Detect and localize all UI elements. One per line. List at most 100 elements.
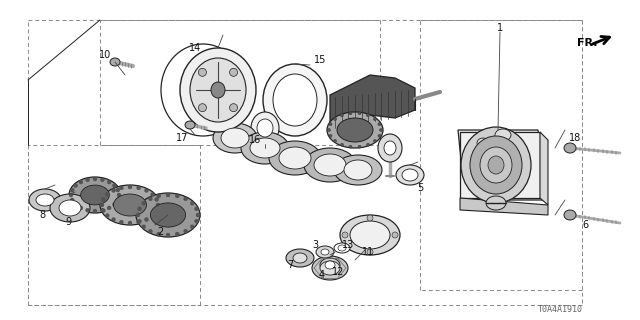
Ellipse shape <box>150 203 186 227</box>
Ellipse shape <box>241 132 289 164</box>
Ellipse shape <box>344 160 372 180</box>
Circle shape <box>116 198 120 202</box>
Ellipse shape <box>321 249 329 255</box>
Text: 1: 1 <box>497 23 503 33</box>
Ellipse shape <box>110 58 120 66</box>
Text: 10: 10 <box>99 50 111 60</box>
Ellipse shape <box>50 194 90 222</box>
Circle shape <box>100 203 104 207</box>
Ellipse shape <box>81 185 109 205</box>
Circle shape <box>138 219 141 223</box>
Ellipse shape <box>334 155 382 185</box>
Circle shape <box>145 218 148 221</box>
Ellipse shape <box>477 138 489 148</box>
Ellipse shape <box>36 194 54 206</box>
Ellipse shape <box>211 82 225 98</box>
Circle shape <box>230 104 237 112</box>
Ellipse shape <box>250 138 280 158</box>
Ellipse shape <box>273 74 317 126</box>
Circle shape <box>111 188 116 192</box>
Circle shape <box>100 178 104 182</box>
Circle shape <box>137 186 141 190</box>
Circle shape <box>128 221 132 225</box>
Polygon shape <box>330 75 415 130</box>
Ellipse shape <box>340 215 400 255</box>
Ellipse shape <box>378 134 402 162</box>
Text: 17: 17 <box>176 133 188 143</box>
Circle shape <box>113 203 116 206</box>
Circle shape <box>340 143 344 146</box>
Circle shape <box>175 232 179 236</box>
Circle shape <box>69 193 73 197</box>
Ellipse shape <box>269 141 321 175</box>
Ellipse shape <box>495 129 511 141</box>
Ellipse shape <box>320 261 340 275</box>
Circle shape <box>148 197 152 201</box>
Ellipse shape <box>327 112 383 148</box>
Text: 4: 4 <box>319 270 325 280</box>
Ellipse shape <box>190 58 246 122</box>
Circle shape <box>93 177 97 181</box>
Circle shape <box>106 213 109 218</box>
Circle shape <box>155 197 159 201</box>
Circle shape <box>198 68 207 76</box>
Ellipse shape <box>338 245 346 251</box>
Circle shape <box>116 188 120 192</box>
Ellipse shape <box>221 128 249 148</box>
Ellipse shape <box>279 147 311 169</box>
Circle shape <box>340 114 344 117</box>
Circle shape <box>74 184 77 188</box>
Circle shape <box>378 123 381 126</box>
Circle shape <box>373 117 376 121</box>
Ellipse shape <box>185 121 195 129</box>
Ellipse shape <box>350 221 390 249</box>
Ellipse shape <box>461 127 531 203</box>
Ellipse shape <box>180 48 256 132</box>
Text: 3: 3 <box>312 240 318 250</box>
Text: 7: 7 <box>287 260 293 270</box>
Circle shape <box>329 123 332 126</box>
Circle shape <box>196 213 200 217</box>
Circle shape <box>150 192 155 196</box>
Text: T0A4A1910: T0A4A1910 <box>538 306 582 315</box>
Text: 14: 14 <box>189 43 201 53</box>
Circle shape <box>349 145 352 148</box>
Ellipse shape <box>213 123 257 153</box>
Circle shape <box>100 208 104 212</box>
Circle shape <box>141 201 146 205</box>
Circle shape <box>328 129 330 132</box>
Text: 12: 12 <box>332 267 344 277</box>
Ellipse shape <box>480 147 512 183</box>
Circle shape <box>367 249 373 255</box>
Ellipse shape <box>486 196 506 210</box>
Circle shape <box>93 209 97 213</box>
Circle shape <box>157 194 161 198</box>
Ellipse shape <box>69 177 121 213</box>
Text: 16: 16 <box>249 135 261 145</box>
Circle shape <box>141 225 146 229</box>
Circle shape <box>198 104 207 112</box>
Ellipse shape <box>314 154 346 176</box>
Circle shape <box>333 117 337 121</box>
Text: 6: 6 <box>582 220 588 230</box>
Circle shape <box>156 203 160 207</box>
Circle shape <box>70 188 74 192</box>
Circle shape <box>333 140 337 142</box>
Circle shape <box>113 184 116 188</box>
Ellipse shape <box>257 119 273 137</box>
Ellipse shape <box>316 246 334 258</box>
Circle shape <box>329 134 332 137</box>
Ellipse shape <box>402 169 418 181</box>
Circle shape <box>136 213 140 217</box>
Ellipse shape <box>136 193 200 237</box>
Circle shape <box>190 225 195 229</box>
Circle shape <box>106 192 109 196</box>
Circle shape <box>107 206 111 210</box>
Polygon shape <box>540 132 548 205</box>
Ellipse shape <box>263 64 327 136</box>
Circle shape <box>184 197 188 201</box>
Ellipse shape <box>100 185 160 225</box>
Ellipse shape <box>59 200 81 216</box>
Circle shape <box>367 114 369 117</box>
Circle shape <box>175 194 179 198</box>
